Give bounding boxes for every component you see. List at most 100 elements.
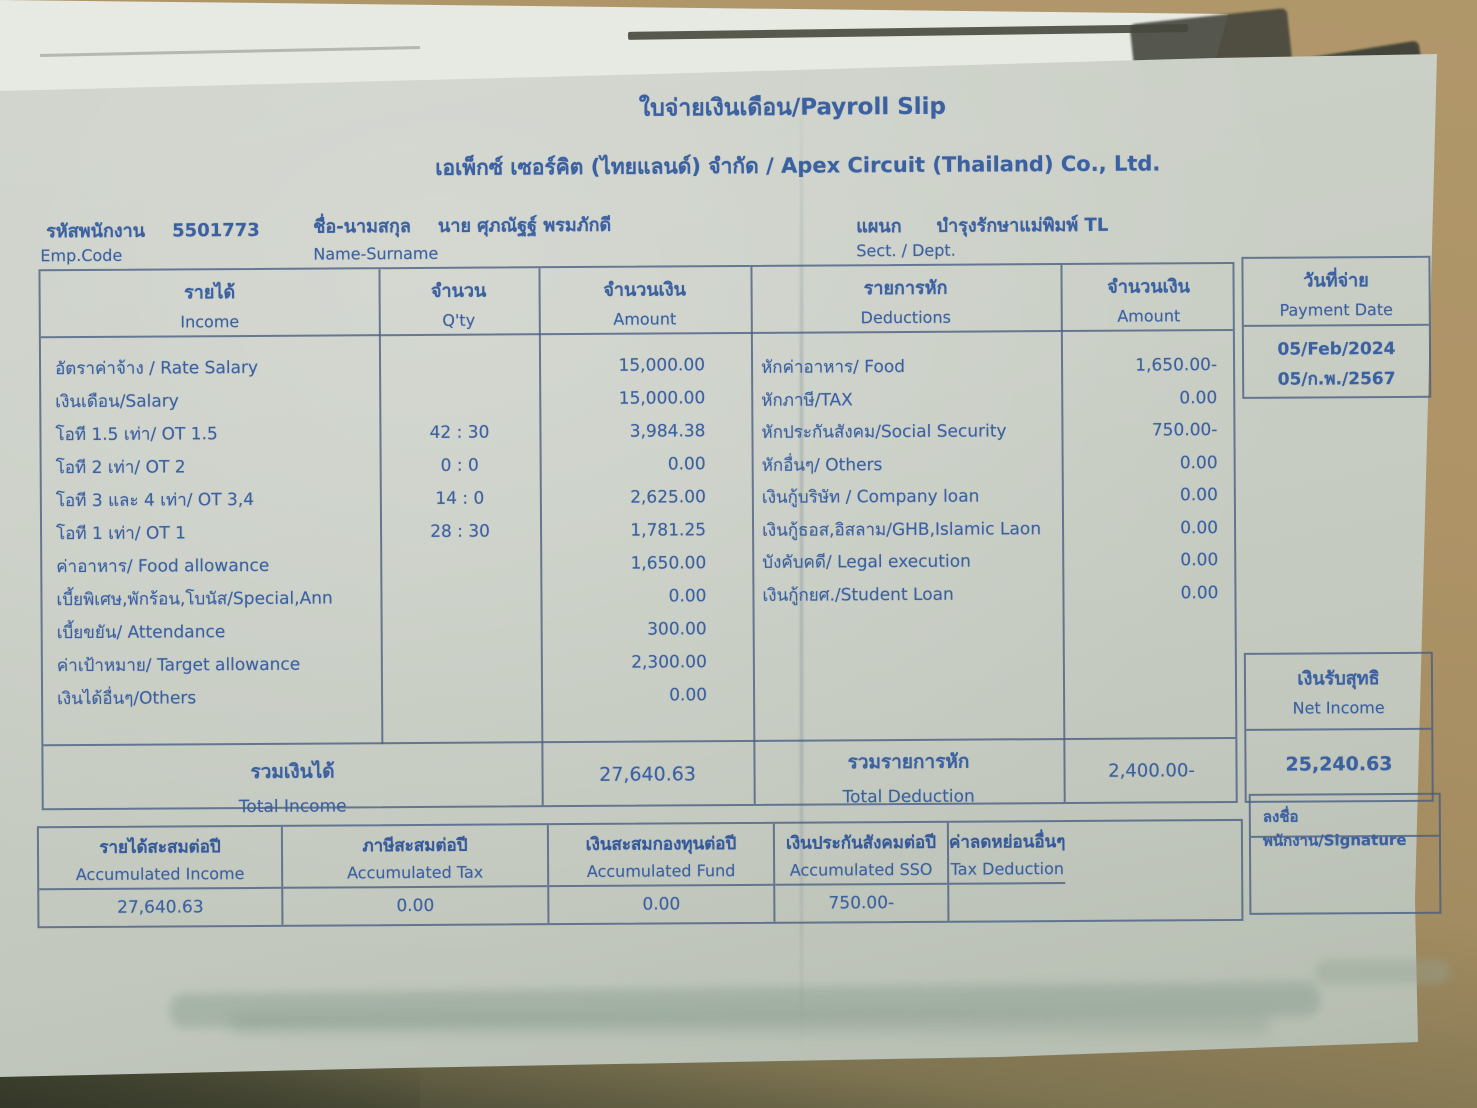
deduction-row-label: บังคับคดี/ Legal execution bbox=[762, 551, 971, 573]
deduction-row-amount: 0.00 bbox=[1180, 517, 1219, 538]
net-income-header-th: เงินรับสุทธิ bbox=[1297, 668, 1380, 690]
deductions-column-header: รายการหัก Deductions bbox=[750, 272, 1060, 328]
income-row-amount: 300.00 bbox=[647, 619, 707, 640]
deduction-row: เงินกู้ธอส,อิสลาม/GHB,Islamic Laon 0.00 bbox=[752, 511, 1238, 546]
accumulated-column-label-th: เงินประกันสังคมต่อปี bbox=[785, 832, 937, 854]
deduction-row-label: เงินกู้บริษัท / Company loan bbox=[761, 486, 980, 508]
payment-date-box: วันที่จ่าย Payment Date 05/Feb/2024 05/ก… bbox=[1241, 255, 1432, 399]
income-row-amount: 0.00 bbox=[669, 685, 708, 706]
total-income-value: 27,640.63 bbox=[599, 763, 696, 786]
deduction-row-label: หักภาษี/TAX bbox=[761, 389, 853, 411]
income-row-amount: 3,984.38 bbox=[629, 421, 706, 442]
income-row: เงินเดือน/Salary 15,000.00 bbox=[41, 382, 751, 419]
income-row-amount: 2,300.00 bbox=[631, 652, 707, 673]
total-deduction-label: รวมรายการหัก Total Deduction bbox=[753, 746, 1063, 808]
accumulated-column-value: 27,640.63 bbox=[39, 886, 282, 927]
crease-line bbox=[800, 70, 803, 1055]
income-row-qty: 14 : 0 bbox=[435, 488, 485, 509]
income-row-label: โอที 1 เท่า/ OT 1 bbox=[56, 523, 186, 545]
accumulated-column-label-th: เงินสะสมกองทุนต่อปี bbox=[585, 834, 737, 855]
income-row-qty: 42 : 30 bbox=[429, 422, 490, 443]
accumulated-column-value: 0.00 bbox=[283, 885, 548, 925]
accumulated-column: เงินสะสมกองทุนต่อปี Accumulated Fund 0.00 bbox=[548, 823, 776, 924]
total-deduction-label-en: Total Deduction bbox=[842, 786, 975, 808]
income-row: เบี้ยพิเศษ,พักร้อน,โบนัส/Special,Ann 0.00 bbox=[42, 580, 752, 617]
net-income-box: เงินรับสุทธิ Net Income 25,240.63 bbox=[1243, 651, 1434, 803]
net-income-header-en: Net Income bbox=[1292, 698, 1385, 718]
income-row: ค่าเป้าหมาย/ Target allowance 2,300.00 bbox=[43, 646, 753, 683]
deduction-row-label: เงินกู้ธอส,อิสลาม/GHB,Islamic Laon bbox=[762, 518, 1042, 541]
signature-label: ลงชื่อพนักงาน/Signature bbox=[1250, 794, 1439, 850]
income-row-qty bbox=[380, 581, 540, 615]
payment-date-header: วันที่จ่าย Payment Date bbox=[1243, 257, 1429, 327]
income-row-amount: 15,000.00 bbox=[618, 388, 706, 409]
accumulated-column-label-th: ค่าลดหย่อนอื่นๆ bbox=[948, 832, 1066, 853]
accumulated-column-label-en: Accumulated Fund bbox=[586, 861, 736, 881]
total-deduction-value: 2,400.00- bbox=[1108, 760, 1195, 782]
income-row-label: เบี้ยพิเศษ,พักร้อน,โบนัส/Special,Ann bbox=[56, 588, 333, 611]
accumulated-column-label-en: Accumulated Tax bbox=[347, 862, 484, 883]
total-income-label-th: รวมเงินได้ bbox=[250, 760, 335, 783]
accumulated-column: ภาษีสะสมต่อปี Accumulated Tax 0.00 bbox=[282, 825, 550, 925]
income-row-qty: 28 : 30 bbox=[430, 521, 491, 542]
accumulated-column: เงินประกันสังคมต่อปี Accumulated SSO 750.0… bbox=[774, 822, 950, 922]
income-row-amount: 15,000.00 bbox=[618, 355, 706, 376]
income-row: เบี้ยขยัน/ Attendance 300.00 bbox=[43, 613, 753, 650]
income-row: โอที 3 และ 4 เท่า/ OT 3,4 14 : 0 2,625.00 bbox=[42, 481, 752, 518]
amount-header-th: จำนวนเงิน bbox=[603, 279, 686, 301]
net-income-value: 25,240.63 bbox=[1285, 753, 1393, 776]
income-row-label: ค่าเป้าหมาย/ Target allowance bbox=[56, 654, 301, 677]
employee-code-label-th: รหัสพนักงาน bbox=[46, 220, 146, 243]
qty-header-th: จำนวน bbox=[430, 280, 487, 302]
deduction-amount-header-th: จำนวนเงิน bbox=[1107, 276, 1190, 298]
deduction-row: เงินกู้บริษัท / Company loan 0.00 bbox=[752, 479, 1238, 514]
income-row: ค่าอาหาร/ Food allowance 1,650.00 bbox=[42, 547, 752, 584]
total-income-label-en: Total Income bbox=[238, 796, 347, 818]
income-row-label: เงินได้อื่นๆ/Others bbox=[57, 688, 197, 710]
bleed-through-artifact bbox=[230, 1014, 1270, 1034]
payment-date-header-th: วันที่จ่าย bbox=[1303, 270, 1369, 292]
income-row-qty bbox=[379, 350, 539, 384]
payment-date-values: 05/Feb/2024 05/ก.พ./2567 bbox=[1244, 326, 1429, 395]
payment-date-th: 05/ก.พ./2567 bbox=[1277, 368, 1396, 390]
income-row-label: โอที 2 เท่า/ OT 2 bbox=[55, 457, 186, 479]
deduction-row-label: หักประกันสังคม/Social Security bbox=[761, 421, 1007, 443]
deduction-row: หักค่าอาหาร/ Food 1,650.00- bbox=[751, 349, 1237, 384]
qty-column-header: จำนวน Q'ty bbox=[379, 275, 539, 330]
employee-dept-label-en: Sect. / Dept. bbox=[856, 240, 956, 261]
income-header-en: Income bbox=[180, 312, 240, 332]
income-row-qty bbox=[381, 680, 541, 714]
income-header-th: รายได้ bbox=[183, 282, 236, 304]
deduction-row: บังคับคดี/ Legal execution 0.00 bbox=[752, 544, 1238, 579]
accumulated-column-label-th: รายได้สะสมต่อปี bbox=[99, 837, 221, 858]
qty-header-en: Q'ty bbox=[442, 310, 476, 330]
income-row-amount: 0.00 bbox=[668, 586, 707, 607]
deduction-rows: หักค่าอาหาร/ Food 1,650.00- หักภาษี/TAX 0.0… bbox=[751, 349, 1239, 612]
accumulated-column-label-en: Tax Deduction bbox=[950, 859, 1065, 879]
accumulated-column: รายได้สะสมต่อปี Accumulated Income 27,640.… bbox=[38, 826, 284, 927]
income-row-amount: 1,650.00 bbox=[630, 553, 707, 574]
page-title: ใบจ่ายเงินเดือน/Payroll Slip bbox=[638, 93, 947, 122]
employee-dept-row: แผนก บำรุงรักษาแม่พิมพ์ TL bbox=[856, 210, 1108, 241]
net-income-header: เงินรับสุทธิ Net Income bbox=[1245, 653, 1432, 731]
deduction-amount-column-header: จำนวนเงิน Amount bbox=[1060, 271, 1236, 326]
payment-date-en: 05/Feb/2024 bbox=[1277, 338, 1396, 360]
accumulated-column-value: 0.00 bbox=[549, 883, 774, 924]
deduction-row-amount: 750.00- bbox=[1151, 420, 1218, 441]
employee-code-row: รหัสพนักงาน 5501773 bbox=[46, 215, 260, 245]
total-deduction-label-th: รวมรายการหัก bbox=[847, 750, 970, 774]
deduction-row-label: เงินกู้กยศ./Student Loan bbox=[762, 584, 954, 606]
accumulated-table: รายได้สะสมต่อปี Accumulated Income 27,640.… bbox=[36, 818, 1244, 929]
amount-column-header: จำนวนเงิน Amount bbox=[539, 274, 751, 329]
income-row-amount: 0.00 bbox=[667, 454, 706, 475]
accumulated-column-label-en: Accumulated Income bbox=[75, 864, 245, 885]
payment-date-header-en: Payment Date bbox=[1279, 300, 1393, 320]
income-row-label: โอที 3 และ 4 เท่า/ OT 3,4 bbox=[55, 489, 255, 512]
employee-dept-value: บำรุงรักษาแม่พิมพ์ TL bbox=[936, 214, 1109, 237]
bleed-through-artifact bbox=[1316, 960, 1450, 984]
income-row-label: อัตราค่าจ้าง / Rate Salary bbox=[55, 357, 259, 380]
income-row: โอที 2 เท่า/ OT 2 0 : 0 0.00 bbox=[42, 448, 752, 485]
